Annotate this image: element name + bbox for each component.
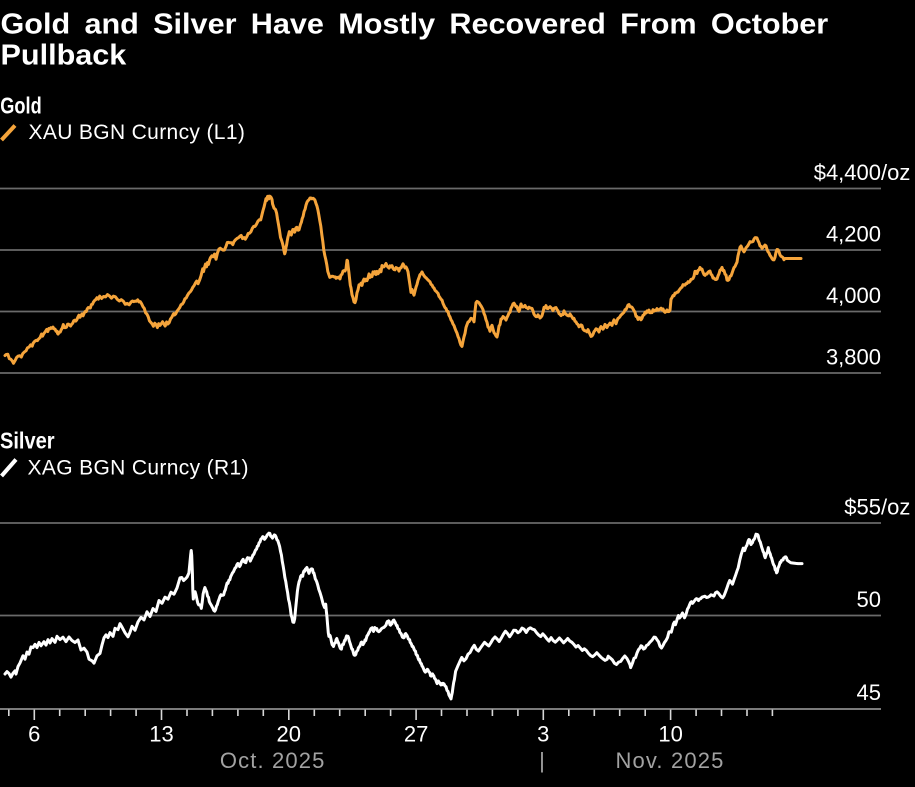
svg-text:13: 13 [149,722,173,747]
svg-text:4,200: 4,200 [826,222,881,247]
svg-text:$4,400: $4,400 [814,160,881,185]
svg-text:Pullback: Pullback [1,39,127,71]
svg-text:XAG BGN Curncy (R1): XAG BGN Curncy (R1) [28,457,249,480]
svg-text:/oz: /oz [881,495,910,520]
svg-text:/oz: /oz [881,160,910,185]
svg-text:45: 45 [857,680,881,705]
svg-text:6: 6 [28,722,40,747]
svg-text:10: 10 [658,722,682,747]
svg-text:3: 3 [537,722,549,747]
svg-text:XAU BGN Curncy (L1): XAU BGN Curncy (L1) [29,121,246,144]
svg-text:Gold and Silver Have Mostly Re: Gold and Silver Have Mostly Recovered Fr… [1,8,829,40]
svg-text:3,800: 3,800 [826,345,881,370]
svg-text:$55: $55 [844,495,881,520]
svg-text:20: 20 [277,722,301,747]
svg-text:4,000: 4,000 [826,283,881,308]
svg-text:Silver: Silver [0,427,55,454]
svg-text:Gold: Gold [0,93,41,119]
svg-text:Nov. 2025: Nov. 2025 [615,748,724,773]
svg-text:|: | [539,748,546,773]
svg-text:27: 27 [404,722,428,747]
svg-text:Oct. 2025: Oct. 2025 [220,748,326,773]
svg-text:50: 50 [857,587,881,612]
